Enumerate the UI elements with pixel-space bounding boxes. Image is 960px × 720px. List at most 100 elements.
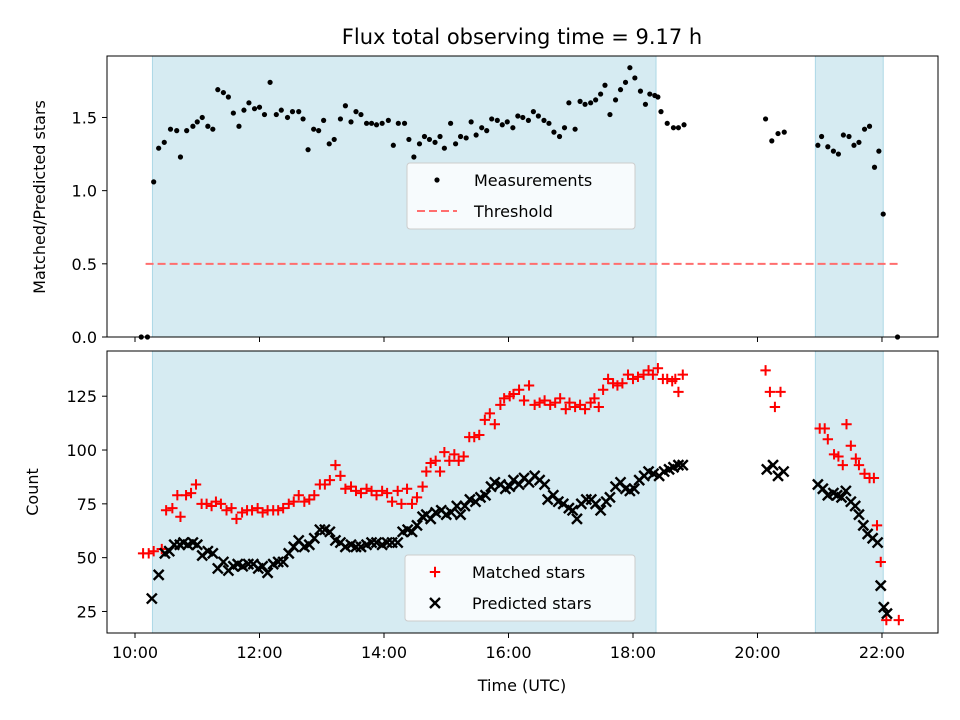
- predicted-stars-point: [323, 525, 336, 538]
- matched-stars-point: [523, 380, 535, 391]
- y-tick-label: 0.5: [72, 255, 97, 274]
- measurements-point: [326, 141, 332, 147]
- predicted-stars-point-stroke: [840, 485, 852, 497]
- predicted-stars-point: [874, 579, 887, 592]
- predicted-stars-point: [391, 536, 404, 549]
- measurements-point: [199, 114, 205, 121]
- measurements-point: [401, 120, 408, 126]
- matched-stars-point: [190, 479, 202, 490]
- matched-stars-point: [495, 399, 506, 411]
- matched-stars-point-stroke: [376, 485, 388, 497]
- matched-stars-point: [417, 481, 428, 492]
- predicted-stars-point: [277, 556, 290, 568]
- measurements-point: [161, 139, 167, 145]
- x-tick-label: 22:00: [859, 643, 905, 662]
- matched-stars-point-stroke: [871, 520, 883, 531]
- measurements-point: [861, 126, 868, 132]
- measurements-point: [305, 147, 311, 153]
- matched-stars-point: [361, 483, 372, 494]
- predicted-stars-point-stroke: [479, 489, 492, 502]
- matched-stars-point-stroke: [330, 459, 341, 471]
- matched-stars-point: [881, 614, 892, 626]
- matched-stars-point-stroke: [837, 459, 848, 471]
- measurements-point: [530, 109, 536, 115]
- predicted-stars-point-stroke: [391, 536, 404, 549]
- measurements-point: [156, 145, 162, 151]
- predicted-stars-point-stroke: [672, 459, 685, 471]
- matched-stars-series: [137, 363, 904, 626]
- matched-stars-point-stroke: [309, 490, 320, 501]
- measurements-point: [390, 142, 396, 148]
- matched-stars-point: [401, 483, 413, 494]
- matched-stars-point: [529, 399, 540, 411]
- predicted-stars-point-stroke: [277, 556, 290, 568]
- matched-stars-point-stroke: [868, 472, 880, 484]
- matched-stars-point: [564, 397, 575, 408]
- matched-stars-point-stroke: [597, 384, 609, 395]
- observing-window: [814, 55, 884, 338]
- legend-threshold-label: Threshold: [473, 202, 553, 221]
- x-tick-label: 12:00: [236, 643, 282, 662]
- measurements-point: [598, 91, 604, 97]
- matched-stars-point-stroke: [508, 388, 519, 400]
- legend-matched-stars-label: Matched stars: [472, 563, 585, 582]
- measurements-point: [499, 122, 505, 128]
- measurements-point: [368, 120, 375, 126]
- measurements-point: [510, 125, 516, 131]
- matched-stars-point-stroke: [647, 369, 659, 380]
- measurements-point: [441, 145, 447, 151]
- matched-stars-point-stroke: [226, 502, 237, 514]
- matched-stars-point-stroke: [288, 496, 299, 507]
- predicted-stars-point-stroke: [538, 478, 551, 491]
- matched-stars-point-stroke: [148, 545, 159, 557]
- matched-stars-point: [822, 434, 834, 445]
- measurements-point: [473, 132, 479, 138]
- predicted-stars-point: [571, 513, 583, 525]
- predicted-stars-point: [503, 480, 516, 493]
- matched-stars-point-stroke: [417, 481, 428, 492]
- matched-stars-point-stroke: [215, 498, 227, 510]
- measurements-point: [681, 122, 687, 128]
- measurements-point: [675, 125, 682, 131]
- y-tick-label: 75: [77, 495, 97, 514]
- predicted-stars-point-stroke: [881, 607, 893, 620]
- predicted-stars-point: [676, 459, 689, 471]
- predicted-stars-point: [777, 465, 790, 478]
- matched-stars-point: [534, 397, 545, 408]
- matched-stars-point-stroke: [760, 365, 771, 376]
- measurements-point: [775, 130, 781, 137]
- matched-stars-point: [518, 395, 530, 406]
- measurements-point: [566, 100, 572, 106]
- predicted-stars-point: [857, 519, 870, 532]
- measurements-point: [379, 120, 385, 126]
- measurements-point: [840, 132, 846, 138]
- matched-stars-point: [893, 614, 904, 626]
- matched-stars-point-stroke: [381, 487, 393, 499]
- matched-stars-point: [833, 451, 844, 462]
- matched-stars-point-stroke: [160, 505, 172, 516]
- matched-stars-point-stroke: [474, 429, 485, 441]
- matched-stars-point-stroke: [529, 399, 540, 411]
- matched-stars-point-stroke: [513, 384, 525, 395]
- measurements-point: [348, 119, 354, 125]
- matched-stars-point-stroke: [764, 386, 776, 398]
- matched-stars-point: [371, 490, 382, 501]
- matched-stars-point-stroke: [172, 490, 183, 501]
- matched-stars-point: [421, 466, 432, 477]
- y-axis-label-ratio: Matched/Predicted stars: [30, 100, 49, 294]
- y-tick-label: 100: [66, 441, 97, 460]
- measurements-point: [437, 133, 443, 140]
- predicted-stars-point: [566, 504, 579, 517]
- matched-stars-point: [508, 388, 519, 400]
- predicted-stars-series: [145, 459, 893, 620]
- matched-stars-point: [819, 423, 830, 434]
- measurements-point: [167, 126, 174, 132]
- matched-stars-point: [647, 369, 659, 380]
- predicted-stars-point-stroke: [777, 465, 790, 478]
- predicted-stars-point-stroke: [566, 504, 579, 517]
- matched-stars-point-stroke: [822, 434, 834, 445]
- measurements-point: [406, 136, 412, 143]
- measurements-point: [769, 138, 775, 144]
- measurements-point: [876, 148, 882, 154]
- matched-stars-point: [396, 498, 407, 510]
